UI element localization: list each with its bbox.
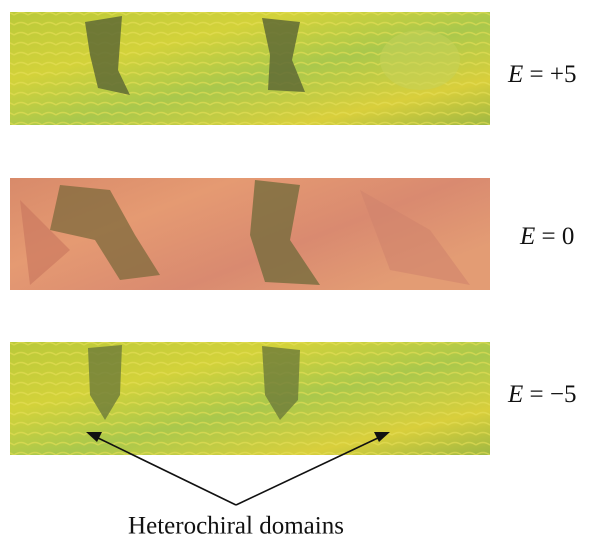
variable: E	[519, 223, 535, 250]
panel-label: E = −5	[507, 381, 576, 408]
variable: E	[507, 61, 523, 88]
panel-label: E = +5	[507, 61, 576, 88]
relation: = 0	[542, 223, 575, 250]
page: {"panels": [ {"variable": "E", "relation…	[0, 0, 609, 543]
micrograph	[10, 178, 490, 290]
relation: = −5	[530, 381, 577, 408]
micrograph	[10, 342, 490, 455]
variable: E	[507, 381, 523, 408]
figure: E = +5 E = 0 E = −5 Heterochiral domains	[0, 0, 609, 543]
annotation: Heterochiral domains	[128, 513, 344, 540]
panel-label: E = 0	[519, 223, 574, 250]
relation: = +5	[530, 61, 577, 88]
micrograph	[10, 12, 490, 125]
